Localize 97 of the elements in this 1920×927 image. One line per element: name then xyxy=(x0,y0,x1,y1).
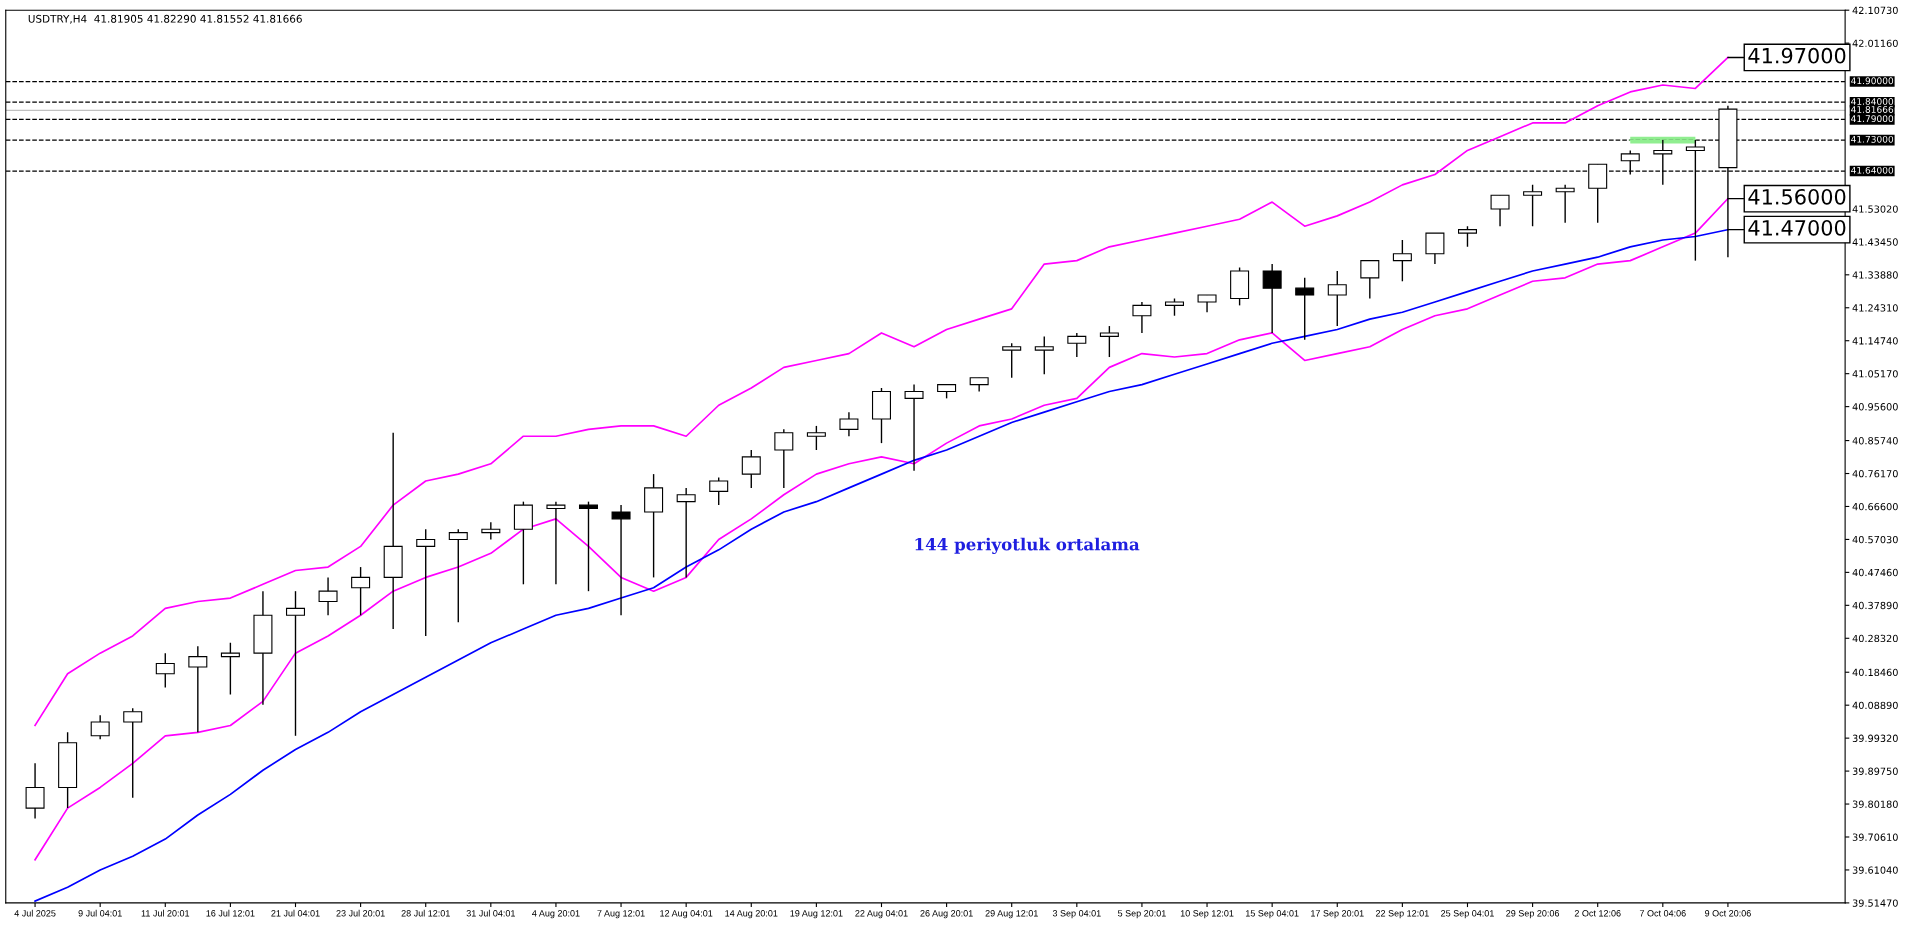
annotation: 41.47000 xyxy=(1748,219,1846,236)
candlestick xyxy=(578,500,599,592)
candlestick xyxy=(709,476,729,506)
x-tick-label: 23 Jul 20:01 xyxy=(336,909,385,917)
candlestick xyxy=(1034,335,1054,375)
candlestick xyxy=(774,428,794,489)
x-tick-label: 25 Sep 04:01 xyxy=(1441,910,1494,919)
candlestick xyxy=(1099,325,1119,358)
x-tick-label: 28 Jul 12:01 xyxy=(401,909,450,917)
x-tick-label: 17 Sep 20:01 xyxy=(1311,910,1364,919)
x-tick-label: 15 Sep 04:01 xyxy=(1245,910,1299,919)
x-tick-label: 22 Aug 04:01 xyxy=(855,910,908,919)
y-tick-label: 40.66600 xyxy=(1852,502,1898,511)
candlestick xyxy=(123,707,143,799)
x-tick-label: 29 Aug 12:01 xyxy=(985,910,1038,919)
candlestick xyxy=(1002,342,1022,379)
candlestick xyxy=(1425,232,1445,265)
y-tick-label: 39.99320 xyxy=(1852,734,1898,742)
y-tick-label: 41.14740 xyxy=(1852,337,1898,345)
candlestick xyxy=(90,714,110,740)
candlestick xyxy=(1132,301,1152,334)
annotation: 41.56000 xyxy=(1748,188,1846,205)
y-tick-label: 41.24310 xyxy=(1852,304,1898,312)
y-tick-label: 40.47460 xyxy=(1852,568,1898,577)
ref-line-label: 41.64000 xyxy=(1851,166,1894,174)
x-tick-label: 22 Sep 12:01 xyxy=(1375,910,1429,919)
x-tick-label: 16 Jul 12:01 xyxy=(206,909,255,917)
ref-line-label: 41.79000 xyxy=(1851,115,1894,123)
candlestick xyxy=(1067,332,1087,358)
y-tick-label: 39.80180 xyxy=(1852,800,1898,808)
candlestick xyxy=(155,652,175,689)
candlestick xyxy=(1360,259,1380,300)
x-tick-label: 9 Jul 04:01 xyxy=(78,909,122,917)
x-tick-label: 3 Sep 04:01 xyxy=(1052,910,1101,919)
x-tick-label: 29 Sep 20:06 xyxy=(1506,910,1560,919)
x-tick-label: 7 Aug 12:01 xyxy=(597,910,645,919)
ref-line-label: 41.81666 xyxy=(1851,106,1894,113)
y-tick-label: 40.37890 xyxy=(1852,601,1898,610)
y-tick-label: 40.76170 xyxy=(1852,470,1898,478)
candlestick xyxy=(546,500,566,585)
candlestick xyxy=(285,590,306,737)
y-tick-label: 40.28320 xyxy=(1852,634,1898,643)
x-tick-label: 10 Sep 12:01 xyxy=(1180,910,1234,919)
y-tick-label: 41.33880 xyxy=(1852,271,1898,279)
candlestick xyxy=(741,449,761,489)
candlestick xyxy=(806,425,826,451)
y-tick-label: 42.01160 xyxy=(1852,39,1898,47)
candlestick xyxy=(1392,239,1412,282)
y-tick-label: 39.61040 xyxy=(1852,866,1898,874)
chart-title: USDTRY,H4 41.81905 41.82290 41.81552 41.81666 xyxy=(28,14,302,24)
x-tick-label: 2 Oct 12:06 xyxy=(1574,910,1621,917)
candlestick xyxy=(611,504,631,616)
candlestick xyxy=(1523,184,1543,227)
candlestick xyxy=(904,383,924,472)
candlestick xyxy=(1457,225,1477,248)
annotation: 144 periyotluk ortalama xyxy=(915,537,1140,554)
y-tick-label: 40.95600 xyxy=(1852,403,1898,411)
candlestick xyxy=(25,762,45,820)
candlestick xyxy=(351,566,371,616)
candlestick xyxy=(318,576,338,616)
ref-line-label: 41.84000 xyxy=(1851,98,1894,105)
ref-line-label: 41.73000 xyxy=(1851,135,1894,143)
line-series xyxy=(34,56,1729,727)
x-tick-label: 4 Jul 2025 xyxy=(14,909,56,917)
candlestick xyxy=(448,528,468,623)
candlestick xyxy=(1327,270,1347,327)
x-tick-label: 31 Jul 04:01 xyxy=(466,909,515,917)
y-tick-label: 40.18460 xyxy=(1852,668,1898,677)
y-tick-label: 41.53020 xyxy=(1852,205,1898,213)
x-tick-label: 9 Oct 20:06 xyxy=(1705,910,1751,917)
y-tick-label: 40.57030 xyxy=(1852,535,1898,544)
y-tick-label: 40.85740 xyxy=(1852,437,1898,445)
y-tick-label: 39.51470 xyxy=(1852,899,1898,907)
x-tick-label: 5 Sep 20:01 xyxy=(1117,910,1166,919)
candlestick xyxy=(1262,263,1282,334)
x-tick-label: 26 Aug 20:01 xyxy=(920,910,973,919)
y-tick-label: 41.05170 xyxy=(1852,370,1898,378)
x-tick-label: 11 Jul 20:01 xyxy=(141,909,190,917)
y-tick-label: 41.43450 xyxy=(1852,238,1898,246)
x-tick-label: 21 Jul 04:01 xyxy=(271,909,320,917)
y-tick-label: 40.08890 xyxy=(1852,701,1898,710)
candlestick xyxy=(188,645,208,734)
y-tick-label: 39.89750 xyxy=(1852,767,1898,775)
x-tick-label: 19 Aug 12:01 xyxy=(790,910,843,919)
y-tick-label: 42.10730 xyxy=(1852,6,1898,15)
ref-line-label: 41.90000 xyxy=(1851,77,1894,85)
x-tick-label: 12 Aug 04:01 xyxy=(660,910,713,919)
x-tick-label: 14 Aug 20:01 xyxy=(725,910,778,919)
candlestick xyxy=(676,487,696,579)
candlestick xyxy=(1490,194,1510,227)
x-tick-label: 4 Aug 20:01 xyxy=(532,910,580,919)
annotation: 41.97000 xyxy=(1748,47,1846,64)
candlestick xyxy=(416,528,436,637)
x-tick-label: 7 Oct 04:06 xyxy=(1639,910,1686,917)
y-tick-label: 39.70610 xyxy=(1852,833,1898,841)
candlestick xyxy=(1295,277,1315,341)
candlestick xyxy=(839,411,859,437)
